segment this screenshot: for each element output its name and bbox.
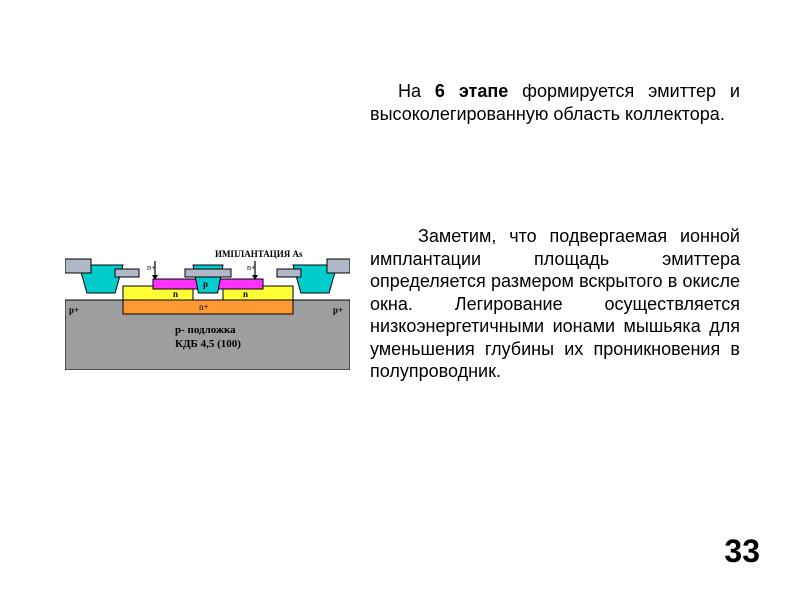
svg-text:n: n — [243, 289, 248, 299]
arrow-label-right: n+ — [247, 263, 256, 272]
diagram-svg: p+ p+ p- подложка КДБ 4,5 (100) n+ p n n — [65, 255, 350, 370]
svg-text:p- подложка: p- подложка — [175, 324, 236, 336]
cross-section-diagram: ИМПЛАНТАЦИЯ As n+ n+ p+p+p- подложкаКДБ … — [65, 255, 350, 370]
svg-text:n: n — [173, 289, 178, 299]
slide-number: 33 — [724, 533, 760, 570]
para2-text: Заметим, что подвергаемая ионной имплант… — [370, 226, 740, 381]
svg-text:p+: p+ — [69, 305, 79, 315]
arrow-label-left: n+ — [147, 263, 156, 272]
svg-text:p: p — [203, 279, 208, 289]
paragraph-2: Заметим, что подвергаемая ионной имплант… — [370, 225, 740, 383]
svg-text:n+: n+ — [199, 302, 209, 312]
paragraph-1: На 6 этапе формируется эмиттер и высокол… — [370, 80, 740, 125]
svg-text:КДБ 4,5 (100): КДБ 4,5 (100) — [175, 338, 241, 350]
implant-label: ИМПЛАНТАЦИЯ As — [215, 249, 303, 259]
slide-page: На 6 этапе формируется эмиттер и высокол… — [0, 0, 800, 600]
svg-text:p+: p+ — [333, 305, 343, 315]
para1-bold: 6 этапе — [435, 81, 508, 101]
para1-prefix: На — [398, 81, 435, 101]
